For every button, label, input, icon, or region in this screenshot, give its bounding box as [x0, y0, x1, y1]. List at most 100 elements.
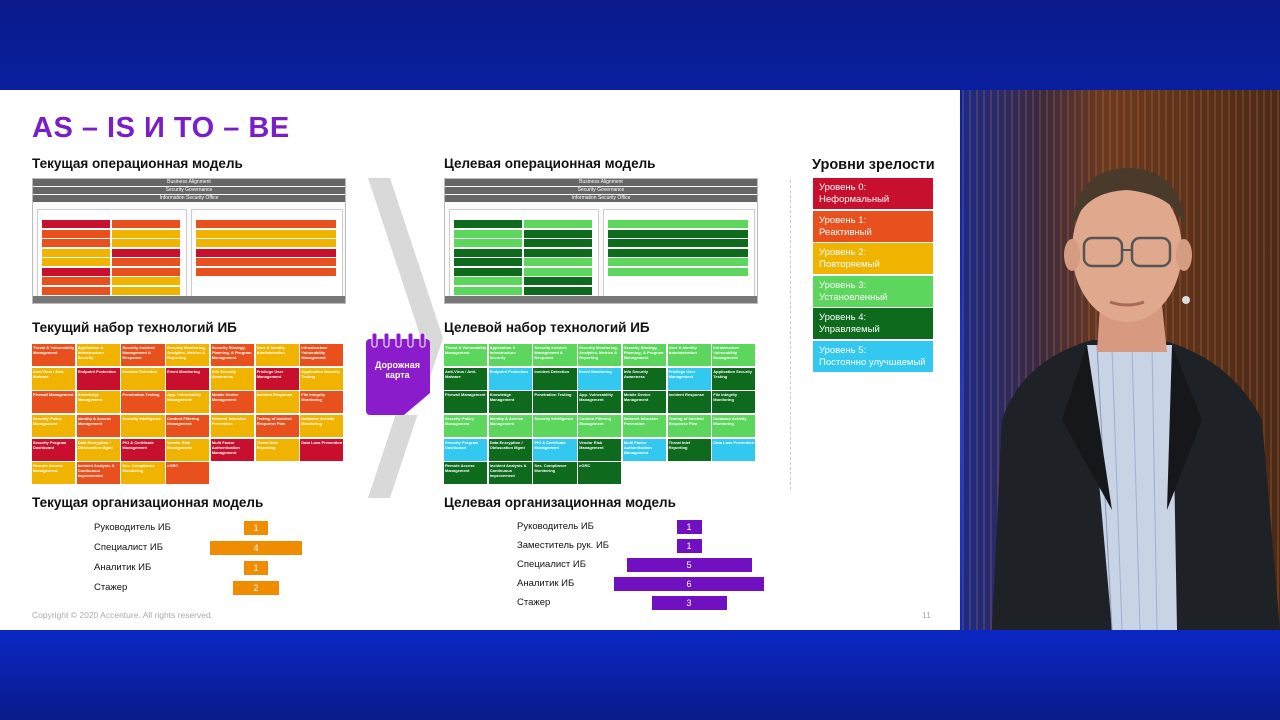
tech-cell: Penetration Testing	[121, 391, 165, 414]
op-model-cell	[524, 267, 592, 276]
target-op-model-title: Целевая операционная модель	[444, 156, 656, 171]
tech-cell: Security Intelligence	[121, 415, 165, 438]
tech-cell: Multi Factor Authentication Management	[210, 438, 255, 461]
tech-cell: Security Monitoring, Analytics, Metrics …	[166, 344, 210, 367]
tech-cell: Knowledge Management	[76, 391, 120, 414]
tech-cell: Testing of Incident Response Plan	[667, 415, 711, 438]
op-model-cell	[196, 239, 336, 247]
tech-cell: Vendor Risk Management	[166, 438, 210, 461]
op-model-bar: Business Alignment	[445, 179, 757, 186]
tech-cell: Testing of Incident Response Plan	[255, 415, 299, 438]
op-model-cell	[42, 229, 110, 238]
op-model-cell	[454, 220, 522, 228]
roadmap-label: Дорожная карта	[375, 360, 420, 380]
op-model-block	[37, 209, 187, 297]
current-tech-title: Текущий набор технологий ИБ	[32, 320, 237, 335]
tech-cell: Privilege User Management	[255, 367, 299, 390]
op-model-cell	[196, 267, 336, 276]
tech-cell: Threat & Vulnerability Management	[32, 344, 76, 367]
op-model-cell	[608, 239, 748, 247]
tech-cell: Application & Infrastructure Security	[488, 344, 532, 367]
tech-cell: Data Encryption / Obfuscation Mgmt	[488, 438, 532, 461]
tech-cell: Application Security Testing	[300, 367, 344, 390]
maturity-level-name: Уровень 3:	[819, 279, 867, 291]
op-model-bar: Security Governance	[33, 187, 345, 194]
speaker-video	[962, 90, 1280, 630]
op-model-cell	[454, 277, 522, 285]
op-model-cell	[42, 267, 110, 276]
speaker-figure	[992, 168, 1280, 630]
org-label: Специалист ИБ	[94, 542, 163, 553]
maturity-level: Уровень 1: Реактивный	[813, 210, 933, 242]
tech-cell: Security Policy Management	[444, 415, 488, 438]
maturity-level: Уровень 5: Постоянно улучшаемый	[813, 340, 933, 372]
tech-cell: Endpoint Protection	[76, 367, 120, 390]
tech-cell: eGRC	[166, 462, 210, 485]
op-model-cell	[454, 267, 522, 276]
org-bar: 6	[614, 577, 764, 591]
op-model-cell	[42, 277, 110, 285]
tech-cell: App. Vulnerability Management	[578, 391, 622, 414]
op-model-cell	[112, 239, 180, 247]
tech-cell: Threat Intel Reporting	[255, 438, 299, 461]
tech-cell: File Integrity Monitoring	[712, 391, 756, 414]
target-tech-grid: Threat & Vulnerability Management Applica…	[444, 344, 757, 486]
tech-cell: Security Strategy, Planning, & Program M…	[210, 344, 255, 367]
copyright: Copyright © 2020 Accenture. All rights r…	[32, 610, 214, 620]
tech-cell: Infrastructure Vulnerability Management	[300, 344, 344, 367]
org-bar: 4	[210, 541, 302, 555]
target-op-model-diagram: Business Alignment Security Governance Inf…	[444, 178, 758, 304]
op-model-cell	[608, 220, 748, 228]
tech-cell: Network Intrusion Prevention	[622, 415, 667, 438]
op-model-cell	[608, 248, 748, 257]
org-label: Заместитель рук. ИБ	[517, 540, 610, 551]
target-tech-title: Целевой набор технологий ИБ	[444, 320, 650, 335]
tech-cell: Incident Detection	[533, 367, 577, 390]
tech-cell: Content Filtering Management	[578, 415, 622, 438]
op-model-cell	[454, 229, 522, 238]
tech-cell: Incident Analysis & Continuous Improveme…	[488, 462, 532, 485]
op-model-block	[449, 209, 599, 297]
tech-cell: PKI & Certificate Management	[533, 438, 577, 461]
op-model-cell	[112, 258, 180, 266]
tech-cell: PKI & Certificate Management	[121, 438, 165, 461]
op-model-bar: Security Governance	[445, 187, 757, 194]
maturity-level: Уровень 4: Управляемый	[813, 308, 933, 339]
op-model-cell	[524, 286, 592, 295]
tech-cell: Info Security Awareness	[622, 367, 667, 390]
tech-cell: Endpoint Protection	[488, 367, 532, 390]
current-op-model-title: Текущая операционная модель	[32, 156, 243, 171]
org-label: Аналитик ИБ	[517, 578, 575, 589]
maturity-level-desc: Управляемый	[819, 324, 880, 335]
org-label: Стажер	[94, 582, 128, 593]
op-model-bar	[445, 296, 757, 303]
tech-cell: Event Monitoring	[578, 367, 622, 390]
op-model-cell	[454, 248, 522, 257]
tech-cell: Penetration Testing	[533, 391, 577, 414]
op-model-cell	[196, 248, 336, 257]
op-model-cell	[42, 258, 110, 266]
tech-cell: eGRC	[578, 462, 622, 485]
op-model-cell	[112, 267, 180, 276]
tech-cell: Remote Access Management	[32, 462, 76, 485]
maturity-level-desc: Установленный	[819, 291, 888, 303]
op-model-block	[603, 209, 755, 297]
tech-cell: Privilege User Management	[667, 367, 711, 390]
op-model-bar: Information Security Office	[445, 195, 757, 202]
tech-cell: Security Program Dashboard	[444, 438, 488, 461]
op-model-cell	[524, 277, 592, 285]
op-model-cell	[524, 248, 592, 257]
tech-cell: Incident Detection	[121, 367, 165, 390]
tech-cell: Incident Analysis & Continuous Improveme…	[76, 462, 120, 485]
tech-cell: Event Monitoring	[166, 367, 210, 390]
maturity-title: Уровни зрелости	[812, 157, 935, 173]
op-model-cell	[608, 258, 748, 266]
op-model-cell	[112, 248, 180, 257]
tech-cell: User & Identity Administration	[667, 344, 711, 367]
tech-cell: Data Encryption / Obfuscation Mgmt	[76, 438, 120, 461]
tech-cell: Security Program Dashboard	[32, 438, 76, 461]
op-model-cell	[524, 239, 592, 247]
op-model-cell	[42, 239, 110, 247]
tech-cell: Application Security Testing	[712, 367, 756, 390]
maturity-level-name: Уровень 4:	[819, 312, 867, 323]
